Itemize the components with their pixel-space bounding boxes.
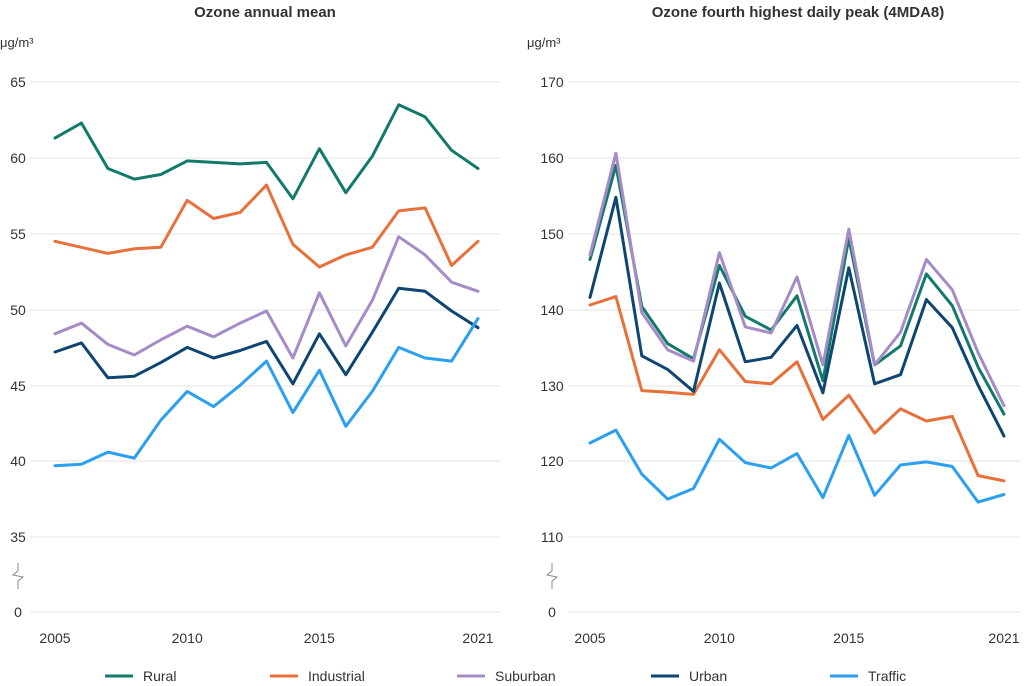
y-tick-label: 55	[10, 226, 26, 242]
series-line-suburban	[53, 235, 480, 360]
x-tick-label: 2021	[462, 630, 493, 646]
series-line-traffic	[588, 428, 1006, 504]
y-axis-unit: μg/m³	[527, 35, 561, 50]
legend-label: Rural	[143, 668, 176, 684]
y-tick-label: 150	[540, 226, 564, 242]
legend-label: Suburban	[495, 668, 556, 684]
ozone-annual-mean-chart: Ozone annual mean μg/m³ 65 60 55 50 45 40 35 0 2…	[0, 4, 500, 646]
y-tick-label: 40	[10, 453, 26, 469]
y-tick-label: 50	[10, 302, 26, 318]
y-tick-label: 60	[10, 150, 26, 166]
y-tick-label: 160	[540, 150, 564, 166]
series-line-suburban	[588, 151, 1006, 408]
series-line-rural	[53, 103, 480, 201]
y-tick-label: 65	[10, 74, 26, 90]
legend-label: Traffic	[868, 668, 906, 684]
y-tick-label: 140	[540, 302, 564, 318]
series-line-traffic	[53, 317, 480, 468]
x-tick-label: 2015	[833, 630, 864, 646]
chart-title: Ozone fourth highest daily peak (4MDA8)	[652, 4, 945, 21]
series-line-rural	[588, 163, 1006, 416]
legend-label: Urban	[689, 668, 727, 684]
y-tick-label: 0	[14, 604, 22, 620]
series-line-urban	[588, 195, 1006, 438]
chart-title: Ozone annual mean	[194, 4, 336, 21]
axis-break-icon	[11, 563, 25, 589]
legend: Rural Industrial Suburban Urban Traffic	[105, 668, 906, 684]
y-tick-label: 170	[540, 74, 564, 90]
x-tick-label: 2010	[172, 630, 203, 646]
legend-label: Industrial	[308, 668, 365, 684]
legend-item-traffic: Traffic	[830, 668, 906, 684]
y-tick-label: 120	[540, 453, 564, 469]
x-tick-label: 2005	[39, 630, 70, 646]
series-line-industrial	[588, 295, 1006, 483]
ozone-4mda8-chart: Ozone fourth highest daily peak (4MDA8) …	[527, 4, 1020, 646]
series-line-industrial	[53, 183, 480, 269]
x-tick-label: 2021	[988, 630, 1019, 646]
legend-item-rural: Rural	[105, 668, 176, 684]
legend-item-industrial: Industrial	[270, 668, 365, 684]
y-tick-label: 45	[10, 378, 26, 394]
y-tick-label: 110	[541, 529, 564, 545]
y-axis-unit: μg/m³	[0, 35, 34, 50]
x-tick-label: 2005	[574, 630, 605, 646]
y-tick-label: 35	[10, 529, 26, 545]
x-tick-label: 2010	[704, 630, 735, 646]
legend-item-urban: Urban	[651, 668, 727, 684]
series-line-urban	[53, 286, 480, 386]
y-tick-label: 0	[548, 604, 556, 620]
legend-item-suburban: Suburban	[457, 668, 556, 684]
axis-break-icon	[545, 563, 559, 589]
y-tick-label: 130	[540, 378, 564, 394]
x-tick-label: 2015	[304, 630, 335, 646]
